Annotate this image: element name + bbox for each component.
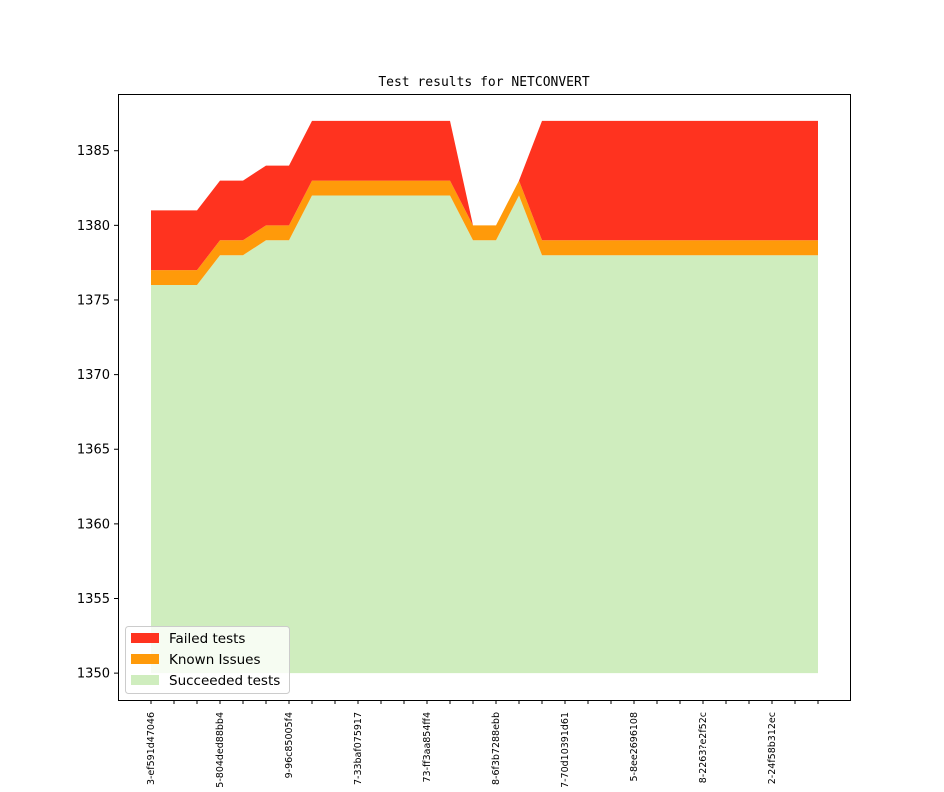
- failed-tests-area: [151, 120, 818, 271]
- x-tick-label: 2-24f58b312ec: [767, 712, 778, 784]
- known-issues-area: [151, 180, 818, 286]
- legend-swatch: [131, 633, 159, 643]
- y-tick-label: 1380: [77, 219, 110, 234]
- x-tick-label: 3-ef591d47046: [146, 712, 157, 785]
- x-tick-label: 9-96c85005f4: [284, 712, 295, 778]
- y-tick-label: 1355: [77, 592, 110, 607]
- legend: Failed tests Known Issues Succeeded tests: [125, 626, 290, 694]
- x-tick-label: 7-70d10391d61: [560, 712, 571, 787]
- y-tick-label: 1350: [77, 667, 110, 682]
- chart-title: Test results for NETCONVERT: [378, 75, 589, 90]
- x-tick-label: 7-33baf075917: [353, 712, 364, 785]
- y-tick-label: 1375: [77, 293, 110, 308]
- y-tick-label: 1365: [77, 443, 110, 458]
- plot-frame: [118, 94, 851, 701]
- legend-swatch: [131, 675, 159, 685]
- x-tick-label: 5-804ded88bb4: [215, 712, 226, 787]
- y-axis: 1350 1355 1360 1365 1370 1375 1380 1385: [77, 144, 118, 682]
- areas-layer: [151, 120, 818, 674]
- legend-label: Known Issues: [169, 652, 261, 668]
- x-tick-label: 73-ff3aa854ff4: [422, 712, 433, 782]
- y-tick-label: 1370: [77, 368, 110, 383]
- x-tick-label: 8-6f3b7288ebb: [491, 712, 502, 785]
- legend-label: Succeeded tests: [169, 673, 280, 689]
- y-tick-label: 1385: [77, 144, 110, 159]
- legend-swatch: [131, 654, 159, 664]
- x-tick-label: 5-8ee2696108: [629, 712, 640, 782]
- x-tick-label: 8-2263?e2f52c: [698, 712, 709, 783]
- succeeded-tests-area: [151, 195, 818, 674]
- x-axis: 3-ef591d47046 5-804ded88bb4 9-96c85005f4 7-…: [146, 700, 819, 788]
- legend-box: [125, 626, 290, 694]
- y-tick-label: 1360: [77, 517, 110, 532]
- legend-label: Failed tests: [169, 631, 245, 647]
